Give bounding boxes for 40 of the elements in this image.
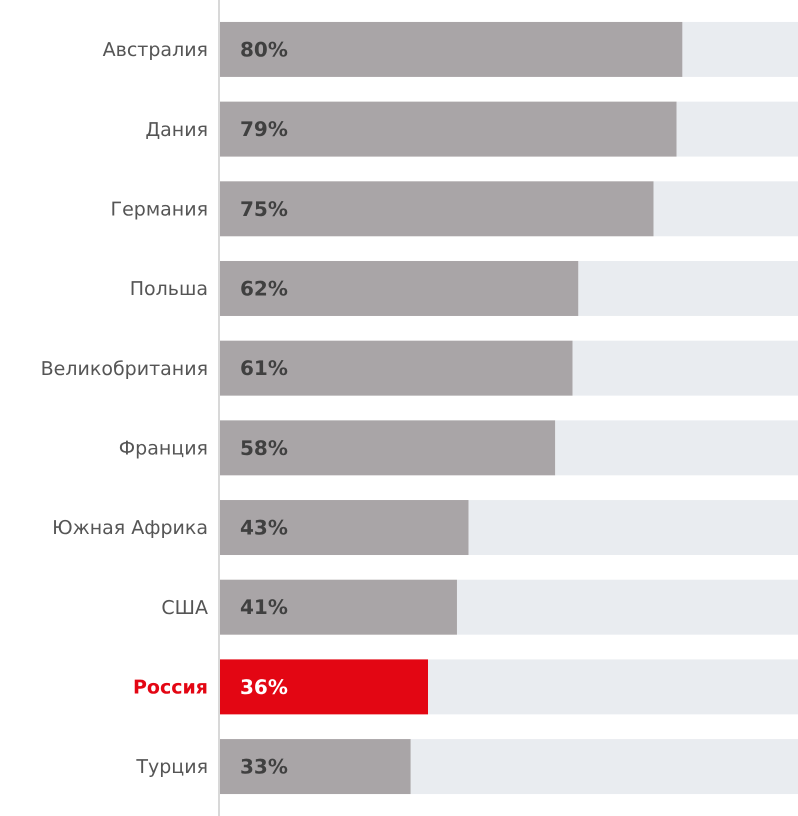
bar xyxy=(220,260,578,316)
y-tick-label: Австралия xyxy=(102,39,208,62)
data-label: 58% xyxy=(240,436,288,460)
bar xyxy=(468,500,798,556)
y-tick-label: Южная Африка xyxy=(52,517,208,540)
y-tick-label: Великобритания xyxy=(40,358,208,380)
bar xyxy=(220,659,428,714)
bar xyxy=(572,340,798,396)
data-label: 61% xyxy=(240,356,288,380)
y-tick-label: Дания xyxy=(145,118,208,141)
data-label: 36% xyxy=(240,674,288,699)
bar xyxy=(654,181,798,236)
bar xyxy=(220,22,682,77)
bar xyxy=(676,102,798,157)
bar xyxy=(220,102,677,157)
data-label: 80% xyxy=(240,37,288,62)
data-label: 75% xyxy=(240,196,288,221)
bar xyxy=(682,22,798,77)
data-label: 43% xyxy=(240,516,288,540)
y-tick-label: Франция xyxy=(118,437,208,460)
bar xyxy=(220,580,457,635)
bar xyxy=(220,420,556,476)
bar xyxy=(220,340,573,396)
y-tick-label: Польша xyxy=(130,278,208,300)
bar xyxy=(578,260,798,316)
bar xyxy=(220,739,411,794)
bar xyxy=(220,181,654,236)
bar xyxy=(555,420,798,476)
data-label: 62% xyxy=(240,276,288,300)
data-label: 41% xyxy=(240,595,288,620)
bar xyxy=(410,739,798,794)
y-tick-label: Германия xyxy=(110,198,208,220)
y-tick-label: США xyxy=(161,596,208,619)
data-label: 33% xyxy=(240,754,288,779)
y-tick-label: Турция xyxy=(135,756,208,778)
data-label: 79% xyxy=(240,117,288,142)
bar xyxy=(456,580,798,635)
bar xyxy=(220,500,469,556)
bar xyxy=(428,659,798,714)
y-tick-label: Россия xyxy=(132,676,208,699)
